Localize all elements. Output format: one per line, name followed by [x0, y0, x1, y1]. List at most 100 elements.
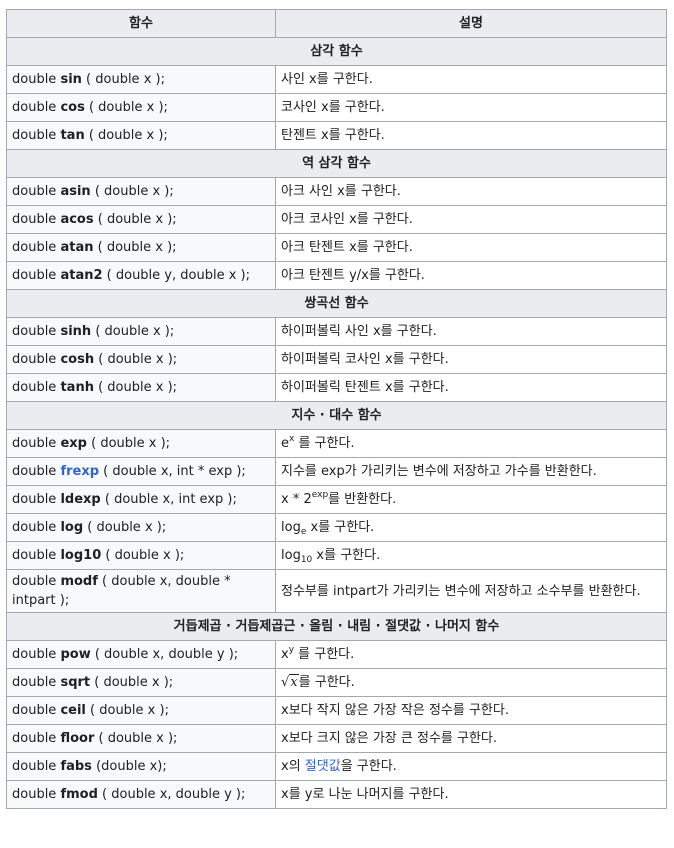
math-functions-table: 함수 설명 삼각 함수 double sin ( double x ); 사인 … — [6, 9, 667, 809]
function-signature: double ldexp ( double x, int exp ); — [6, 485, 276, 514]
function-signature: double log ( double x ); — [6, 513, 276, 542]
function-name: atan2 — [60, 268, 103, 283]
function-signature: double ceil ( double x ); — [6, 696, 276, 725]
table-row: double tan ( double x ); 탄젠트 x를 구한다. — [6, 121, 667, 150]
table-row: double asin ( double x ); 아크 사인 x를 구한다. — [6, 177, 667, 206]
table-row: double sinh ( double x ); 하이퍼볼릭 사인 x를 구한… — [6, 317, 667, 346]
function-description: 지수를 exp가 가리키는 변수에 저장하고 가수를 반환한다. — [275, 457, 667, 486]
function-description: xy 를 구한다. — [275, 640, 667, 669]
table-row: double pow ( double x, double y ); xy 를 … — [6, 640, 667, 669]
column-header-function: 함수 — [6, 9, 276, 38]
function-signature: double floor ( double x ); — [6, 724, 276, 753]
absolute-value-link[interactable]: 절댓값 — [304, 759, 341, 774]
function-name: ceil — [60, 703, 86, 718]
function-description: x보다 작지 않은 가장 작은 정수를 구한다. — [275, 696, 667, 725]
function-name: fabs — [60, 759, 92, 774]
function-name: log10 — [60, 548, 102, 563]
function-name: pow — [60, 647, 91, 662]
section-header-row: 역 삼각 함수 — [6, 149, 667, 178]
function-description: 아크 코사인 x를 구한다. — [275, 205, 667, 234]
function-description: 아크 탄젠트 y/x를 구한다. — [275, 261, 667, 290]
table-row: double acos ( double x ); 아크 코사인 x를 구한다. — [6, 205, 667, 234]
function-description: 정수부를 intpart가 가리키는 변수에 저장하고 소수부를 반환한다. — [275, 569, 667, 613]
sqrt-symbol-icon: √ — [281, 675, 290, 690]
table-row: double fabs (double x); x의 절댓값을 구한다. — [6, 752, 667, 781]
function-name: sqrt — [60, 675, 91, 690]
function-description: 코사인 x를 구한다. — [275, 93, 667, 122]
section-header-row: 삼각 함수 — [6, 37, 667, 66]
function-signature: double modf ( double x, double * intpart… — [6, 569, 276, 613]
function-signature: double sinh ( double x ); — [6, 317, 276, 346]
function-signature: double acos ( double x ); — [6, 205, 276, 234]
function-description: 아크 탄젠트 x를 구한다. — [275, 233, 667, 262]
function-name: tan — [60, 128, 85, 143]
function-signature: double sqrt ( double x ); — [6, 668, 276, 697]
table-row: double atan2 ( double y, double x ); 아크 … — [6, 261, 667, 290]
function-description: x의 절댓값을 구한다. — [275, 752, 667, 781]
function-name: tanh — [60, 380, 94, 395]
function-description: 하이퍼볼릭 코사인 x를 구한다. — [275, 345, 667, 374]
function-description: 아크 사인 x를 구한다. — [275, 177, 667, 206]
table-row: double fmod ( double x, double y ); x를 y… — [6, 780, 667, 809]
section-title-inverse-trig: 역 삼각 함수 — [6, 149, 667, 178]
function-name: modf — [60, 574, 98, 589]
section-header-row: 쌍곡선 함수 — [6, 289, 667, 318]
function-name: ldexp — [60, 492, 101, 507]
table-row: double cosh ( double x ); 하이퍼볼릭 코사인 x를 구… — [6, 345, 667, 374]
column-header-description: 설명 — [275, 9, 667, 38]
function-name: cosh — [60, 352, 95, 367]
function-signature: double sin ( double x ); — [6, 65, 276, 94]
function-description: 하이퍼볼릭 사인 x를 구한다. — [275, 317, 667, 346]
function-description: loge x를 구한다. — [275, 513, 667, 542]
function-name-link[interactable]: frexp — [60, 464, 100, 479]
table-row: double sqrt ( double x ); √x를 구한다. — [6, 668, 667, 697]
function-name: fmod — [60, 787, 98, 802]
function-description: x * 2exp를 반환한다. — [275, 485, 667, 514]
table-row: double tanh ( double x ); 하이퍼볼릭 탄젠트 x를 구… — [6, 373, 667, 402]
function-description: log10 x를 구한다. — [275, 541, 667, 570]
function-signature: double atan2 ( double y, double x ); — [6, 261, 276, 290]
function-signature: double tan ( double x ); — [6, 121, 276, 150]
function-name: acos — [60, 212, 94, 227]
function-signature: double fabs (double x); — [6, 752, 276, 781]
table-row: double cos ( double x ); 코사인 x를 구한다. — [6, 93, 667, 122]
function-description: √x를 구한다. — [275, 668, 667, 697]
function-description: 탄젠트 x를 구한다. — [275, 121, 667, 150]
function-signature: double cosh ( double x ); — [6, 345, 276, 374]
table-row: double ldexp ( double x, int exp ); x * … — [6, 485, 667, 514]
function-description: x를 y로 나눈 나머지를 구한다. — [275, 780, 667, 809]
function-name: cos — [60, 100, 85, 115]
function-signature: double cos ( double x ); — [6, 93, 276, 122]
function-signature: double exp ( double x ); — [6, 429, 276, 458]
table-row: double log ( double x ); loge x를 구한다. — [6, 513, 667, 542]
section-title-power: 거듭제곱 · 거듭제곱근 · 올림 · 내림 · 절댓값 · 나머지 함수 — [6, 612, 667, 641]
table-row: double ceil ( double x ); x보다 작지 않은 가장 작… — [6, 696, 667, 725]
section-title-exp-log: 지수 · 대수 함수 — [6, 401, 667, 430]
table-row: double atan ( double x ); 아크 탄젠트 x를 구한다. — [6, 233, 667, 262]
table-row: double modf ( double x, double * intpart… — [6, 569, 667, 613]
function-signature: double log10 ( double x ); — [6, 541, 276, 570]
function-name: log — [60, 520, 84, 535]
function-signature: double frexp ( double x, int * exp ); — [6, 457, 276, 486]
table-row: double log10 ( double x ); log10 x를 구한다. — [6, 541, 667, 570]
function-name: atan — [60, 240, 94, 255]
section-title-trig: 삼각 함수 — [6, 37, 667, 66]
section-title-hyperbolic: 쌍곡선 함수 — [6, 289, 667, 318]
function-name: exp — [60, 436, 87, 451]
function-name: sinh — [60, 324, 92, 339]
function-description: x보다 크지 않은 가장 큰 정수를 구한다. — [275, 724, 667, 753]
function-description: ex 를 구한다. — [275, 429, 667, 458]
section-header-row: 거듭제곱 · 거듭제곱근 · 올림 · 내림 · 절댓값 · 나머지 함수 — [6, 612, 667, 641]
function-description: 하이퍼볼릭 탄젠트 x를 구한다. — [275, 373, 667, 402]
section-header-row: 지수 · 대수 함수 — [6, 401, 667, 430]
table-row: double exp ( double x ); ex 를 구한다. — [6, 429, 667, 458]
sqrt-radicand: x — [289, 674, 299, 690]
function-name: floor — [60, 731, 95, 746]
function-signature: double asin ( double x ); — [6, 177, 276, 206]
table-row: double frexp ( double x, int * exp ); 지수… — [6, 457, 667, 486]
function-signature: double atan ( double x ); — [6, 233, 276, 262]
function-description: 사인 x를 구한다. — [275, 65, 667, 94]
function-signature: double pow ( double x, double y ); — [6, 640, 276, 669]
function-name: sin — [60, 72, 82, 87]
table-row: double sin ( double x ); 사인 x를 구한다. — [6, 65, 667, 94]
